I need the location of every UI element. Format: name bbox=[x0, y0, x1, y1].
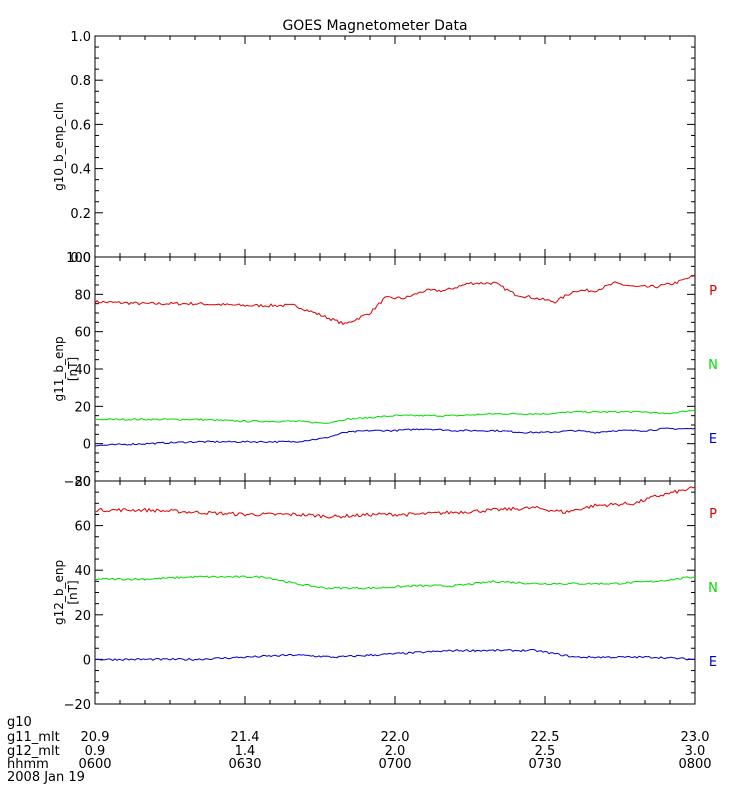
y-tick-label: −20 bbox=[64, 475, 91, 490]
footer-tick-label: 20.9 bbox=[81, 730, 110, 745]
footer-date: 2008 Jan 19 bbox=[7, 770, 85, 785]
y-tick-label: 80 bbox=[74, 288, 91, 303]
legend-label-e: E bbox=[709, 432, 717, 447]
y-tick-label: 0.0 bbox=[70, 251, 91, 266]
footer-tick-label: 0700 bbox=[378, 757, 411, 772]
footer-tick-label: 2.0 bbox=[385, 744, 406, 759]
footer-tick-label: 21.4 bbox=[231, 730, 260, 745]
footer-tick-label: 23.0 bbox=[681, 730, 710, 745]
series-line-p bbox=[94, 486, 696, 519]
y-tick-label: 80 bbox=[74, 475, 91, 490]
footer-tick-label: 0630 bbox=[228, 757, 261, 772]
legend-label-n: N bbox=[708, 581, 718, 596]
y-tick-label: 20 bbox=[74, 609, 91, 624]
legend-label-e: E bbox=[709, 655, 717, 670]
y-tick-label: 100 bbox=[66, 251, 91, 266]
series-line-n bbox=[94, 409, 696, 424]
y-axis-label: g10_b_enp_cln bbox=[52, 102, 66, 191]
legend-label-p: P bbox=[709, 507, 717, 522]
y-axis-label: g11_b_enp bbox=[52, 336, 66, 401]
y-tick-label: 0.6 bbox=[70, 118, 91, 133]
y-tick-label: 40 bbox=[74, 363, 91, 378]
series-line-p bbox=[94, 274, 696, 326]
y-axis-unit: [nT] bbox=[66, 580, 80, 604]
footer-row-label: g11_mlt bbox=[7, 730, 60, 745]
y-tick-label: 60 bbox=[74, 326, 91, 341]
y-axis-label: g12_b_enp bbox=[52, 560, 66, 625]
y-tick-label: 0 bbox=[83, 438, 91, 453]
series-line-e bbox=[94, 648, 696, 661]
footer-row-label: hhmm bbox=[7, 757, 49, 772]
footer-tick-label: 2.5 bbox=[535, 744, 556, 759]
footer-row-label: g10 bbox=[7, 715, 32, 730]
footer-tick-label: 1.4 bbox=[235, 744, 256, 759]
y-tick-label: 20 bbox=[74, 400, 91, 415]
legend-label-p: P bbox=[709, 284, 717, 299]
y-tick-label: 0.4 bbox=[70, 163, 91, 178]
legend-label-n: N bbox=[708, 358, 718, 373]
panel-frame bbox=[94, 256, 696, 482]
footer-tick-label: 22.5 bbox=[531, 730, 560, 745]
panel-frame bbox=[94, 35, 696, 258]
series-line-n bbox=[94, 575, 696, 590]
footer-tick-label: 0730 bbox=[528, 757, 561, 772]
footer-tick-label: 0800 bbox=[678, 757, 711, 772]
chart-title: GOES Magnetometer Data bbox=[282, 18, 467, 34]
footer-tick-label: 0600 bbox=[78, 757, 111, 772]
footer-tick-label: 22.0 bbox=[381, 730, 410, 745]
y-tick-label: 0 bbox=[83, 653, 91, 668]
footer-tick-label: 0.9 bbox=[85, 744, 106, 759]
y-tick-label: 40 bbox=[74, 564, 91, 579]
series-line-e bbox=[94, 427, 696, 447]
y-axis-unit: [nT] bbox=[66, 357, 80, 381]
y-tick-label: 0.8 bbox=[70, 74, 91, 89]
y-tick-label: 60 bbox=[74, 520, 91, 535]
y-tick-label: 0.2 bbox=[70, 207, 91, 222]
y-tick-label: −20 bbox=[64, 698, 91, 713]
y-tick-label: 1.0 bbox=[70, 30, 91, 45]
footer-tick-label: 3.0 bbox=[685, 744, 706, 759]
footer-row-label: g12_mlt bbox=[7, 744, 60, 759]
